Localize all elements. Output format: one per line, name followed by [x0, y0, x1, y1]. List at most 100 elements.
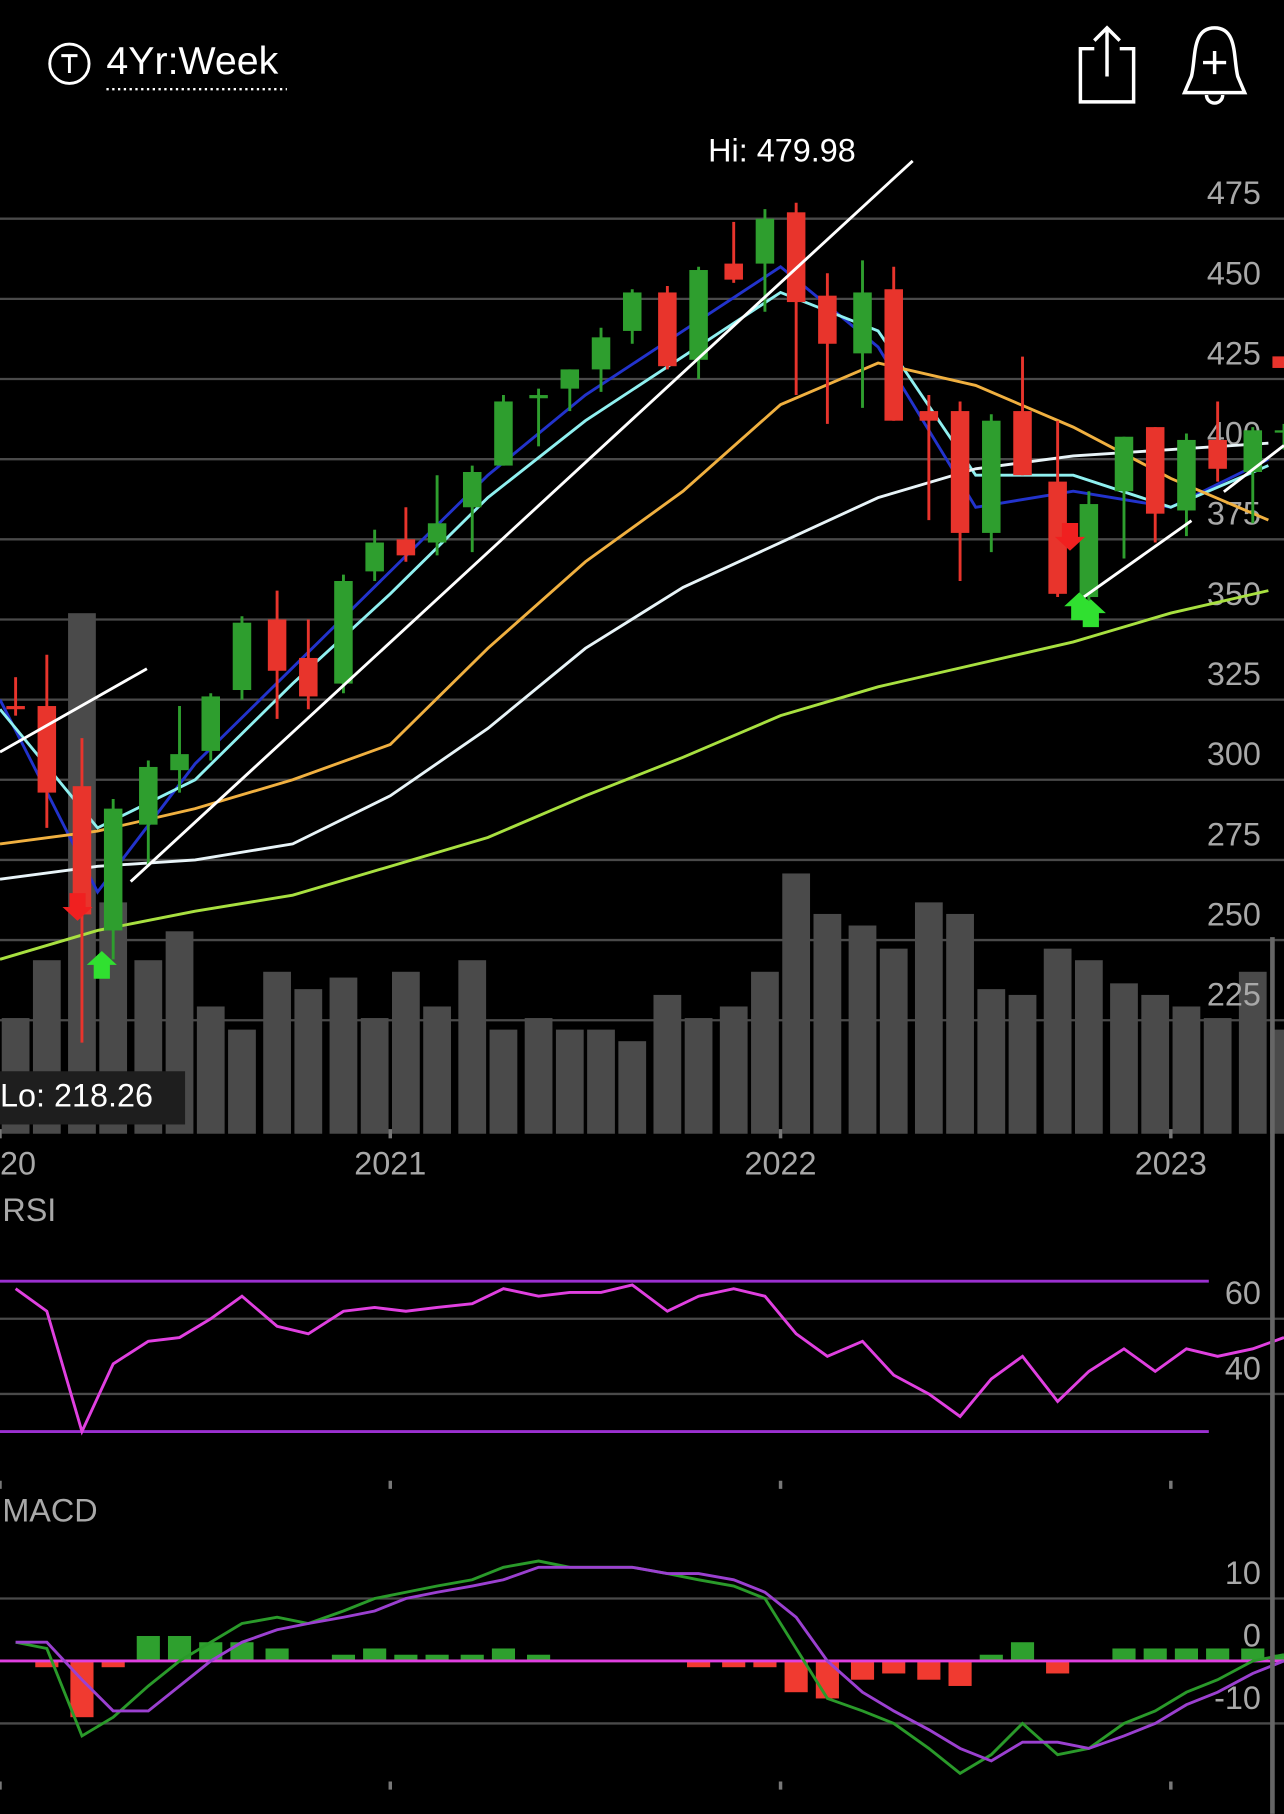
sell-arrow: [62, 893, 93, 921]
candle-body: [267, 619, 287, 671]
timeframe-icon: [48, 42, 91, 85]
macd-histogram-bar: [1010, 1642, 1035, 1661]
volume-bar: [263, 971, 291, 1134]
volume-bar: [329, 977, 358, 1134]
candle-body: [72, 786, 92, 915]
y-tick-label: 450: [1207, 255, 1261, 291]
candle-body: [1274, 430, 1284, 433]
timeframe-button[interactable]: 4Yr:Week: [48, 39, 287, 91]
candle-body: [494, 401, 513, 466]
macd-histogram-bar: [265, 1648, 289, 1661]
share-button[interactable]: [1078, 25, 1136, 104]
volume-bar: [618, 1041, 647, 1134]
volume-bar: [782, 873, 811, 1134]
trendline: [1222, 444, 1284, 493]
share-icon-arrow: [1093, 25, 1121, 77]
candle-body: [1208, 439, 1227, 469]
candle-body: [103, 808, 123, 931]
moving-average: [0, 361, 1269, 846]
macd-title: MACD: [2, 1493, 97, 1529]
trendline: [0, 667, 148, 754]
y-tick-label: 0: [1243, 1617, 1261, 1653]
candle-body: [982, 420, 1001, 533]
macd-histogram-bar: [363, 1648, 387, 1661]
candle-body: [201, 696, 221, 751]
candle-body: [560, 369, 580, 389]
candle-body: [232, 622, 252, 691]
candle-body: [950, 411, 970, 533]
x-tick-label: 2023: [1135, 1146, 1207, 1182]
x-tick-label: 2022: [745, 1146, 817, 1182]
volume-bar: [914, 902, 943, 1134]
x-tick-label: 2021: [354, 1146, 426, 1182]
y-tick-label: 475: [1207, 175, 1261, 211]
candle-body: [299, 657, 318, 697]
macd-histogram-bar: [230, 1642, 254, 1661]
macd-histogram-bar: [784, 1660, 808, 1693]
macd-histogram-bar: [1272, 1654, 1284, 1661]
volume-bar: [587, 1029, 615, 1134]
macd-histogram-bar: [527, 1654, 551, 1661]
low-label: Lo: 218.26: [0, 1077, 153, 1113]
macd-histogram-bar: [1112, 1648, 1136, 1661]
y-tick-label: 250: [1207, 896, 1261, 932]
volume-bar: [751, 971, 779, 1134]
volume-bar: [719, 1006, 748, 1134]
macd-histogram-bar: [199, 1642, 223, 1661]
alert-button[interactable]: [1181, 26, 1248, 105]
candle-body: [139, 766, 158, 825]
trendline: [129, 159, 914, 883]
rsi-line: [14, 1283, 1284, 1436]
candle-body: [1013, 411, 1032, 476]
candle-body: [37, 706, 57, 793]
low-label-bg: [0, 1071, 186, 1125]
candle-body: [853, 292, 872, 354]
signal-arrows: [62, 522, 1106, 979]
macd-histogram-bar: [136, 1635, 160, 1661]
candle-body: [724, 263, 743, 280]
candle-body: [462, 471, 482, 508]
volume-bar: [360, 1018, 389, 1134]
candle-body: [365, 542, 384, 572]
share-icon-box: [1078, 46, 1136, 104]
volume-bar: [489, 1029, 518, 1134]
candle-body: [427, 523, 447, 543]
volume-bar: [423, 1006, 451, 1134]
candle-body: [1145, 427, 1165, 514]
y-tick-label: 225: [1207, 977, 1261, 1013]
timeframe-icon-glyph: [61, 54, 78, 73]
volume-bar: [392, 971, 420, 1134]
volume-bar: [458, 960, 487, 1134]
candle-body: [689, 270, 708, 360]
macd-histogram-bar: [850, 1660, 875, 1680]
macd-histogram-bar: [1046, 1660, 1070, 1674]
volume-bar: [1110, 983, 1138, 1134]
macd-histogram-bar: [882, 1660, 906, 1674]
candle-body: [6, 706, 25, 710]
volume-bar: [879, 948, 908, 1134]
macd-histogram-bar: [425, 1654, 449, 1661]
volume-bar: [228, 1029, 256, 1134]
candle-body: [622, 292, 642, 331]
timeframe-label: 4Yr:Week: [106, 39, 278, 83]
plot: 2252502753003253503754004254504752020202…: [0, 175, 1284, 1790]
price-tag: [1272, 356, 1284, 368]
volume-bar: [946, 913, 974, 1134]
volume-bar: [294, 989, 323, 1134]
macd-histogram-bar: [491, 1648, 516, 1661]
candle-body: [170, 754, 189, 771]
macd-histogram-bar: [167, 1635, 192, 1661]
rsi-title: RSI: [2, 1192, 56, 1228]
volume-bar: [196, 1006, 225, 1134]
macd-histogram-bar: [917, 1660, 941, 1680]
macd-histogram-bar: [1206, 1648, 1230, 1661]
y-tick-label: 10: [1225, 1555, 1261, 1591]
candle-body: [786, 212, 806, 303]
volume-bar: [1238, 971, 1267, 1134]
volume-bar: [1043, 948, 1072, 1134]
macd-histogram-bar: [687, 1660, 711, 1668]
volume-bar: [848, 925, 877, 1134]
